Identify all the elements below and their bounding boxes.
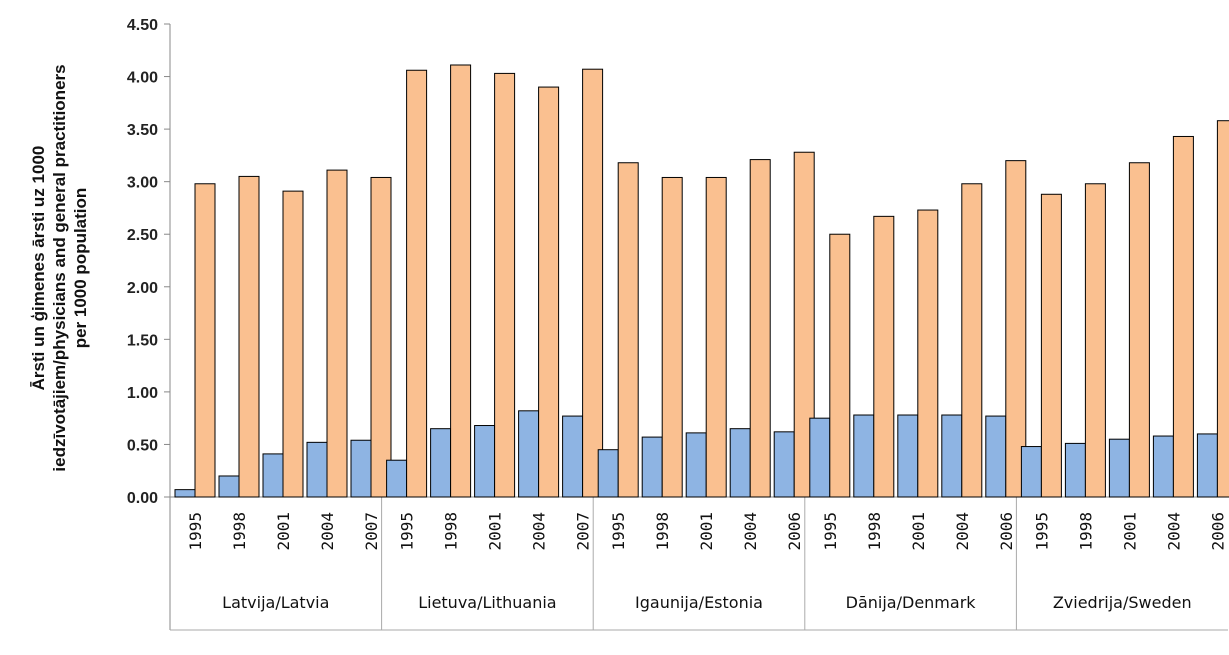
- x-tick-label: 2001: [274, 512, 293, 551]
- bar-blue: [562, 415, 584, 498]
- x-tick-label: 1995: [186, 512, 205, 551]
- bar-blue: [218, 475, 240, 498]
- bar-orange: [194, 183, 216, 498]
- x-tick-label: 1995: [609, 512, 628, 551]
- bar-orange: [326, 169, 348, 498]
- bar-blue: [386, 459, 408, 498]
- bar-blue: [430, 428, 452, 498]
- bar-orange: [538, 86, 560, 498]
- y-axis-label-line-1: Ārsti un ģimenes ārsti uz 1000: [29, 146, 48, 391]
- bar-orange: [1172, 135, 1194, 498]
- bar-blue: [1064, 442, 1086, 498]
- bar-blue: [597, 449, 619, 498]
- x-tick-label: 2004: [318, 512, 337, 551]
- x-tick-label: 1995: [821, 512, 840, 551]
- bar-blue: [773, 431, 795, 498]
- x-tick-label: 1998: [865, 512, 884, 551]
- y-tick-label: 1.50: [127, 332, 158, 349]
- bar-orange: [370, 176, 392, 498]
- bar-blue: [1152, 435, 1174, 498]
- group-label: Zviedrija/Sweden: [1053, 593, 1192, 612]
- bar-orange: [873, 215, 895, 498]
- bar-orange: [829, 233, 851, 498]
- x-axis-labels: 1995 1998 2001 2004 2007 Latvija/Latvia 1995 19…: [186, 512, 1227, 612]
- y-tick-label: 4.50: [127, 17, 158, 34]
- group-label: Latvija/Latvia: [222, 593, 329, 612]
- bar-orange: [961, 183, 983, 498]
- bar-blue: [941, 414, 963, 498]
- y-tick-label: 0.00: [127, 490, 158, 507]
- x-tick-label: 2006: [997, 512, 1016, 551]
- bar-blue: [685, 432, 707, 498]
- bars: [174, 64, 1229, 498]
- bar-orange: [450, 64, 472, 498]
- x-tick-label: 2004: [530, 512, 549, 551]
- bar-blue: [985, 415, 1007, 498]
- bar-orange: [917, 209, 939, 498]
- y-axis-label-line-3: per 1000 population: [71, 188, 90, 349]
- group-label: Lietuva/Lithuania: [418, 593, 556, 612]
- x-tick-label: 2006: [785, 512, 804, 551]
- x-tick-label: 1998: [442, 512, 461, 551]
- bar-orange: [705, 176, 727, 498]
- group-label: Igaunija/Estonia: [635, 593, 763, 612]
- bar-orange: [793, 151, 815, 498]
- y-tick-label: 3.50: [127, 122, 158, 139]
- bar-blue: [853, 414, 875, 498]
- x-tick-label: 1995: [398, 512, 417, 551]
- bar-orange: [1128, 162, 1150, 498]
- bar-blue: [897, 414, 919, 498]
- x-tick-label: 1998: [230, 512, 249, 551]
- x-tick-label: 2001: [486, 512, 505, 551]
- y-tick-label: 3.00: [127, 175, 158, 192]
- y-axis-label-line-2: iedzīvotājiem/physicians and general pra…: [50, 64, 69, 471]
- x-tick-label: 2001: [1120, 512, 1139, 551]
- x-tick-label: 2004: [741, 512, 760, 551]
- bar-blue: [518, 410, 540, 498]
- x-tick-label: 2004: [1164, 512, 1183, 551]
- bar-blue: [174, 489, 196, 498]
- bar-orange: [282, 190, 304, 498]
- y-tick-label: 4.00: [127, 70, 158, 87]
- bar-orange: [582, 68, 604, 498]
- bar-blue: [1108, 438, 1130, 498]
- bar-orange: [617, 162, 639, 498]
- x-tick-label: 2004: [953, 512, 972, 551]
- bar-blue: [306, 441, 328, 498]
- bar-blue: [262, 453, 284, 498]
- bar-blue: [350, 439, 372, 498]
- x-tick-label: 2006: [1208, 512, 1227, 551]
- y-tick-label: 0.50: [127, 437, 158, 454]
- x-tick-label: 2001: [909, 512, 928, 551]
- bar-orange: [406, 69, 428, 498]
- bar-orange: [1040, 193, 1062, 498]
- group-label: Dānija/Denmark: [846, 593, 977, 612]
- x-tick-label: 1995: [1032, 512, 1051, 551]
- bar-orange: [1084, 183, 1106, 498]
- x-tick-label: 2007: [574, 512, 593, 551]
- bar-orange: [661, 176, 683, 498]
- y-tick-label: 1.00: [127, 385, 158, 402]
- bar-blue: [1196, 433, 1218, 498]
- y-axis-label: Ārsti un ģimenes ārsti uz 1000 iedzīvotā…: [29, 64, 90, 471]
- bar-orange: [1005, 160, 1027, 498]
- bar-blue: [729, 428, 751, 498]
- x-tick-label: 1998: [653, 512, 672, 551]
- x-tick-label: 1998: [1076, 512, 1095, 551]
- axes: 0.00 0.50 1.00 1.50 2.00 2.50 3.00 3.50 4.00 4.50: [127, 17, 1228, 631]
- y-tick-label: 2.00: [127, 280, 158, 297]
- y-tick-label: 2.50: [127, 227, 158, 244]
- bar-orange: [238, 175, 260, 498]
- bar-blue: [474, 425, 496, 498]
- bar-orange: [1216, 120, 1229, 498]
- bar-orange: [749, 159, 771, 498]
- bar-blue: [809, 417, 831, 498]
- x-tick-label: 2007: [362, 512, 381, 551]
- bar-blue: [1020, 446, 1042, 498]
- x-tick-label: 2001: [697, 512, 716, 551]
- bar-orange: [494, 72, 516, 498]
- bar-blue: [641, 436, 663, 498]
